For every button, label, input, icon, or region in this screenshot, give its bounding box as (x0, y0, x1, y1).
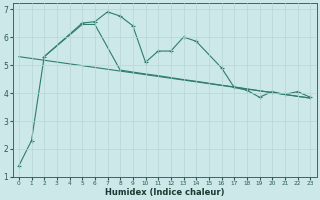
X-axis label: Humidex (Indice chaleur): Humidex (Indice chaleur) (105, 188, 224, 197)
